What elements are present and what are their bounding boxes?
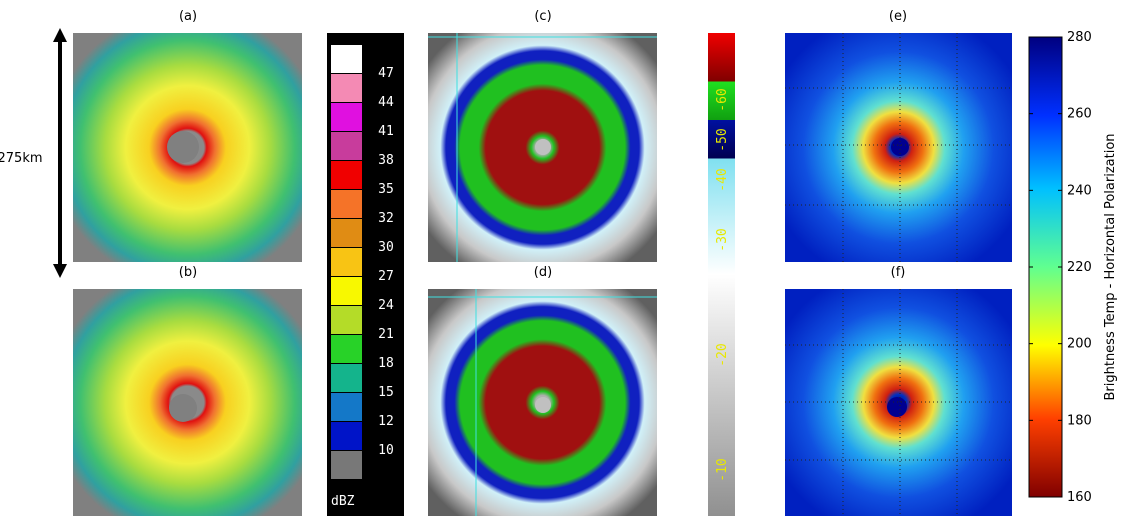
- dbz-swatch: [331, 103, 362, 131]
- dbz-swatch: [331, 335, 362, 363]
- dbz-swatch: [331, 248, 362, 276]
- panel-label: (e): [889, 9, 907, 24]
- dbz-swatch: [331, 219, 362, 247]
- ir-label: -30: [715, 228, 730, 251]
- dbz-label: 44: [378, 95, 394, 110]
- panel-label: (b): [179, 265, 197, 280]
- dbz-label: 15: [378, 385, 394, 400]
- panel-label: (c): [534, 9, 551, 24]
- dbz-swatch: [331, 161, 362, 189]
- tb-colorbar: [1029, 37, 1062, 497]
- ir-label: -10: [715, 458, 730, 481]
- arrow-head: [53, 28, 67, 42]
- dbz-label: 10: [378, 443, 394, 458]
- dbz-swatch: [331, 277, 362, 305]
- dbz-swatch: [331, 306, 362, 334]
- dbz-label: 38: [378, 153, 394, 168]
- tick-label: 260: [1067, 107, 1092, 122]
- scale-label: 275km: [0, 151, 43, 166]
- dbz-label: 30: [378, 240, 394, 255]
- dbz-label: 47: [378, 66, 394, 81]
- dbz-label: 35: [378, 182, 394, 197]
- dbz-label: 41: [378, 124, 394, 139]
- eye: [535, 397, 551, 413]
- tick-label: 280: [1067, 30, 1092, 45]
- panel-label: (a): [179, 9, 197, 24]
- dbz-swatch: [331, 132, 362, 160]
- tick-label: 160: [1067, 490, 1092, 505]
- eye: [535, 139, 551, 155]
- eye: [887, 397, 907, 417]
- tick-label: 180: [1067, 413, 1092, 428]
- dbz-label: 18: [378, 356, 394, 371]
- arrow-head: [53, 264, 67, 278]
- eye: [169, 394, 197, 422]
- panel-label: (f): [891, 265, 906, 280]
- tick-label: 220: [1067, 260, 1092, 275]
- dbz-swatch: [331, 422, 362, 450]
- dbz-swatch: [331, 45, 362, 73]
- dbz-swatch: [331, 393, 362, 421]
- tick-label: 200: [1067, 337, 1092, 352]
- eye: [167, 131, 199, 163]
- panel-label: (d): [534, 265, 552, 280]
- ir-label: -40: [715, 168, 730, 191]
- ir-label: -20: [715, 343, 730, 366]
- dbz-swatch: [331, 451, 362, 479]
- dbz-label: 32: [378, 211, 394, 226]
- tick-label: 240: [1067, 183, 1092, 198]
- dbz-swatch: [331, 364, 362, 392]
- colorbar-title: Brightness Temp - Horizontal Polarizatio…: [1103, 133, 1118, 400]
- ir-label: -60: [715, 88, 730, 111]
- dbz-swatch: [331, 74, 362, 102]
- ir-label: -50: [715, 128, 730, 151]
- dbz-unit: dBZ: [331, 494, 355, 509]
- dbz-swatch: [331, 190, 362, 218]
- dbz-label: 21: [378, 327, 394, 342]
- dbz-label: 27: [378, 269, 394, 284]
- figure: 275km (a) (b) (c) (d) (e) (f) 47 44 41 38 35 32 30 27…: [0, 0, 1128, 516]
- dbz-label: 12: [378, 414, 394, 429]
- dbz-label: 24: [378, 298, 394, 313]
